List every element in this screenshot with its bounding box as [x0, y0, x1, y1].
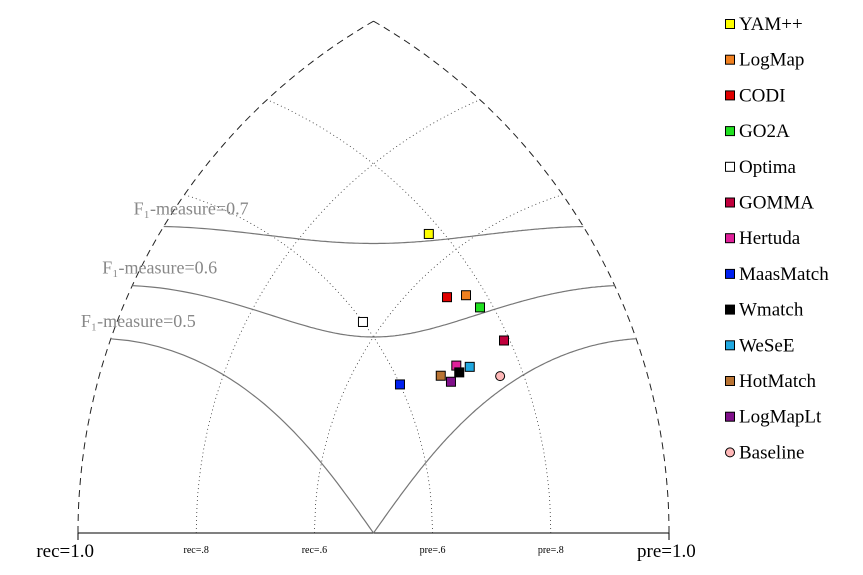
data-point	[495, 371, 506, 382]
legend-label: LogMap	[739, 50, 804, 71]
recall-arc	[314, 194, 563, 534]
f-measure-line	[110, 338, 637, 535]
legend-label: MaasMatch	[739, 264, 829, 285]
legend-marker	[725, 161, 735, 172]
f-measure-label: F₁-measure=0.6	[102, 258, 217, 278]
legend-marker	[725, 268, 735, 279]
legend-marker	[725, 197, 735, 208]
legend-marker	[725, 411, 735, 422]
legend-marker	[725, 304, 735, 315]
recall-arc	[77, 20, 374, 533]
legend-marker	[725, 126, 735, 137]
legend-label: Wmatch	[739, 300, 804, 321]
legend-label: WeSeE	[739, 335, 794, 356]
f-measure-label: F₁-measure=0.7	[134, 199, 249, 219]
data-point	[474, 302, 485, 313]
f-measure-line	[163, 225, 584, 245]
legend-label: LogMapLt	[739, 407, 822, 428]
data-point	[454, 367, 465, 378]
data-point	[442, 292, 453, 303]
precision-arc	[373, 20, 670, 533]
x-tick-label: rec=1.0	[36, 541, 94, 562]
legend-marker	[725, 54, 735, 65]
legend-marker	[725, 90, 735, 101]
x-tick-label: rec=.8	[184, 545, 209, 556]
legend-marker	[725, 233, 735, 244]
f-measure-label: F₁-measure=0.5	[81, 311, 196, 331]
data-point	[445, 376, 456, 387]
x-tick-label: pre=1.0	[637, 541, 696, 562]
legend-label: GO2A	[739, 121, 790, 142]
x-tick-label: pre=.8	[538, 545, 564, 556]
legend-label: YAM++	[739, 14, 803, 35]
data-point	[435, 370, 446, 381]
legend-label: CODI	[739, 85, 785, 106]
data-point	[394, 379, 405, 390]
legend-marker	[725, 19, 735, 29]
legend-label: Baseline	[739, 442, 804, 463]
x-tick-label: pre=.6	[420, 545, 446, 556]
legend-label: HotMatch	[739, 371, 817, 392]
f-measure-line	[132, 285, 615, 338]
data-point	[464, 361, 475, 372]
data-point	[423, 228, 434, 239]
legend-marker	[725, 340, 735, 351]
legend-label: Optima	[739, 157, 797, 178]
data-point	[461, 290, 472, 301]
data-point	[499, 335, 510, 346]
x-tick-label: rec=.6	[302, 545, 327, 556]
legend-label: GOMMA	[739, 193, 814, 214]
legend-marker	[725, 376, 735, 386]
legend-marker	[725, 447, 735, 458]
data-point	[357, 316, 368, 327]
precision-arc	[184, 194, 433, 534]
legend-label: Hertuda	[739, 228, 801, 249]
precision-arc	[266, 99, 552, 534]
recall-arc	[195, 99, 481, 534]
